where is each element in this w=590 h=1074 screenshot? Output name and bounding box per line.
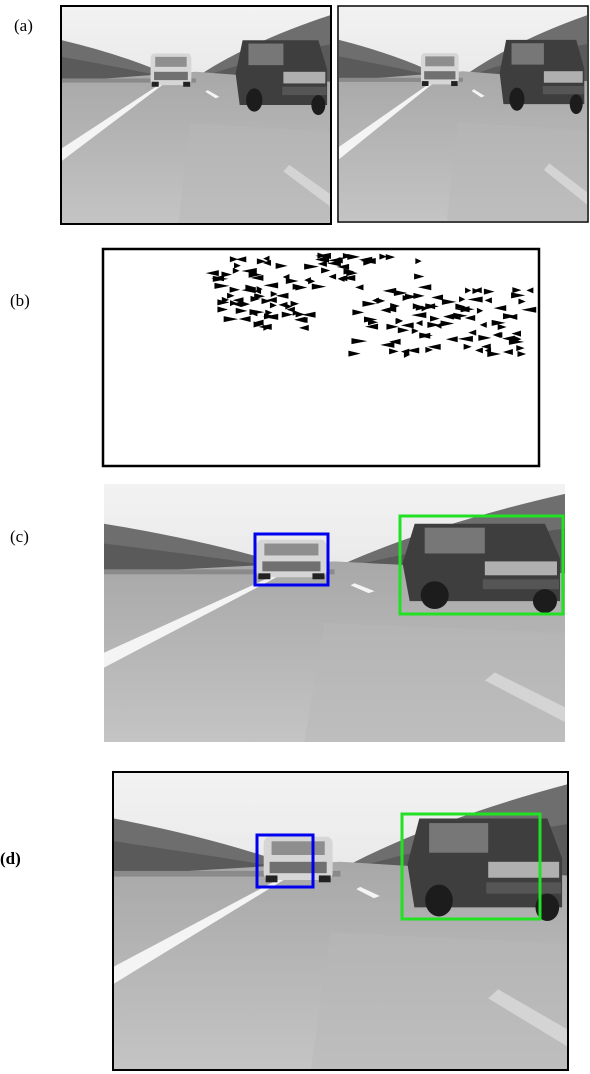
figure-page: (a) (b) (c) (d) [0,0,590,1074]
video-frame [339,7,587,221]
tracking-frame [114,773,567,1069]
video-frame [62,7,330,223]
motion-field [103,249,539,466]
figure-graphics [0,0,590,1074]
